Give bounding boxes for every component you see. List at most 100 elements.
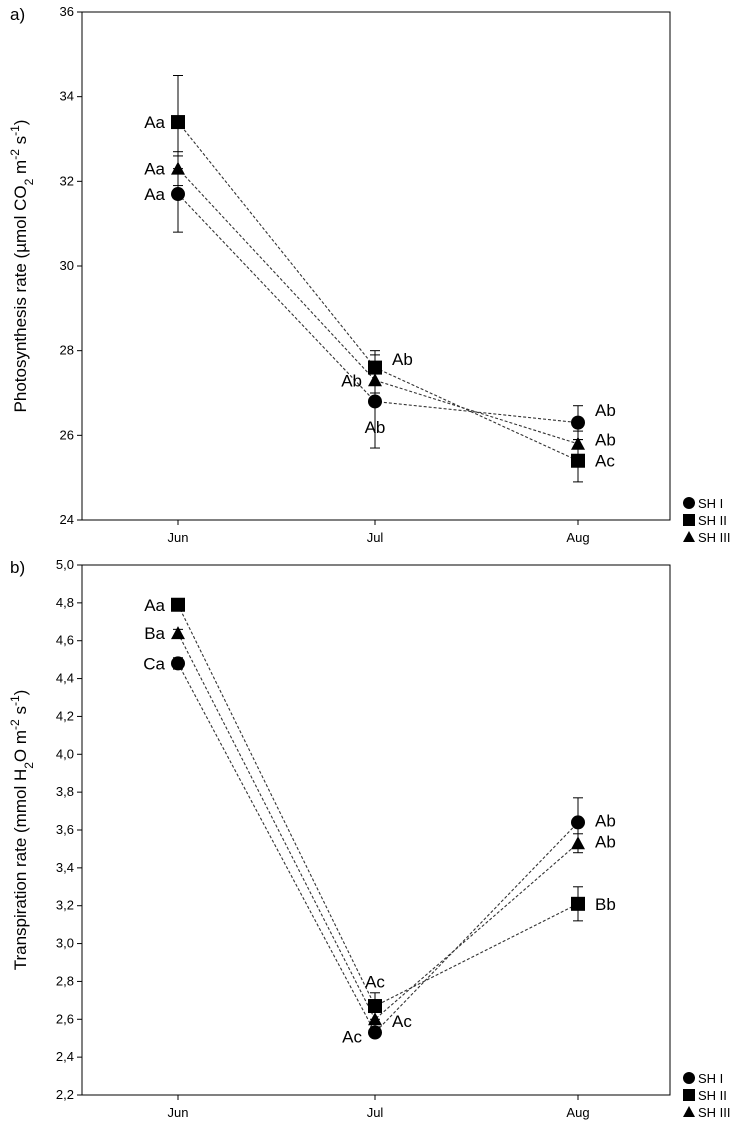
data-annotation: Aa — [144, 185, 165, 204]
y-axis-label-part: O m — [11, 730, 30, 762]
y-tick-label: 3,0 — [56, 936, 74, 951]
y-tick-label: 5,0 — [56, 557, 74, 572]
legend-marker — [683, 514, 695, 526]
data-annotation: Ba — [144, 624, 165, 643]
data-annotation: Ab — [392, 350, 413, 369]
panel-label: b) — [10, 558, 25, 577]
data-point-triangle — [171, 626, 185, 640]
y-tick-label: 4,8 — [56, 595, 74, 610]
y-tick-label: 30 — [60, 258, 74, 273]
y-tick-label: 4,6 — [56, 633, 74, 648]
data-point-triangle — [171, 161, 185, 175]
data-point-square — [368, 360, 382, 375]
data-annotation: Ac — [595, 452, 615, 471]
y-tick-label: 36 — [60, 4, 74, 19]
y-tick-label: 3,4 — [56, 860, 74, 875]
y-tick-label: 24 — [60, 512, 74, 527]
x-tick-label: Jun — [168, 530, 189, 545]
y-axis-label-part: m — [11, 160, 30, 179]
x-tick-label: Aug — [566, 530, 589, 545]
legend-label: SH II — [698, 1088, 727, 1103]
y-axis-label-part: 2 — [22, 762, 36, 769]
legend-marker — [683, 1072, 695, 1084]
y-axis-label-part: -1 — [8, 695, 22, 706]
data-annotation: Ab — [595, 832, 616, 851]
x-tick-label: Aug — [566, 1105, 589, 1120]
data-point-triangle — [571, 836, 585, 850]
legend-marker — [683, 531, 695, 542]
series-line-1 — [177, 193, 579, 424]
y-tick-label: 4,4 — [56, 671, 74, 686]
panel-label: a) — [10, 5, 25, 24]
x-tick-label: Jun — [168, 1105, 189, 1120]
y-tick-label: 2,8 — [56, 973, 74, 988]
data-point-triangle — [571, 436, 585, 450]
data-point-circle — [171, 656, 185, 671]
y-tick-label: 2,2 — [56, 1087, 74, 1102]
plot-frame — [81, 11, 671, 521]
data-annotation: Ac — [342, 1027, 362, 1046]
data-annotation: Bb — [595, 895, 616, 914]
series-line-2 — [177, 121, 579, 462]
data-point-circle — [571, 815, 585, 830]
y-tick-label: 32 — [60, 173, 74, 188]
legend-label: SH III — [698, 530, 731, 545]
legend-label: SH I — [698, 1071, 723, 1086]
y-tick-label: 26 — [60, 427, 74, 442]
data-annotation: Ab — [595, 431, 616, 450]
data-annotation: Ac — [392, 1012, 412, 1031]
data-point-circle — [368, 394, 382, 409]
y-tick-label: 3,8 — [56, 784, 74, 799]
data-annotation: Ab — [341, 371, 362, 390]
y-axis-label-part: s — [11, 136, 30, 149]
y-axis-label-part: Transpiration rate (mmol H — [11, 769, 30, 971]
series-line-2 — [177, 604, 579, 1007]
y-tick-label: 2,6 — [56, 1011, 74, 1026]
x-tick-label: Jul — [367, 1105, 384, 1120]
legend-marker — [683, 1106, 695, 1117]
data-point-triangle — [368, 1012, 382, 1026]
chart-panel-1: a) 24 26 28 30 32 34 36 Jun Jul Aug Photosynthesis … — [8, 4, 731, 545]
data-annotation: Aa — [144, 596, 165, 615]
legend-label: SH III — [698, 1105, 731, 1120]
y-axis-label-part: -1 — [8, 125, 22, 136]
data-annotation: Ab — [595, 401, 616, 420]
y-axis-label: Photosynthesis rate (µmol CO2 m-2 s-1) — [8, 120, 36, 413]
data-point-square — [571, 453, 585, 468]
data-point-square — [171, 597, 185, 612]
y-tick-label: 2,4 — [56, 1049, 74, 1064]
data-annotation: Aa — [144, 113, 165, 132]
legend-label: SH II — [698, 513, 727, 528]
y-axis-label: Transpiration rate (mmol H2O m-2 s-1) — [8, 690, 36, 971]
y-tick-label: 4,2 — [56, 708, 74, 723]
y-axis-label-part: s — [11, 706, 30, 719]
legend-label: SH I — [698, 496, 723, 511]
y-tick-label: 4,0 — [56, 746, 74, 761]
data-point-square — [571, 896, 585, 911]
data-annotation: Ab — [595, 812, 616, 831]
data-point-circle — [571, 415, 585, 430]
x-tick-label: Jul — [367, 530, 384, 545]
y-axis-label-part: ) — [11, 120, 30, 126]
y-axis-label-part: Photosynthesis rate (µmol CO — [11, 185, 30, 412]
chart-panel-2: b) 2,2 2,4 2,6 2,8 3,0 3,2 3,4 3,6 3,8 4,0 4,2 4,4 4,… — [8, 557, 731, 1120]
y-tick-label: 3,6 — [56, 822, 74, 837]
y-tick-label: 34 — [60, 89, 74, 104]
data-annotation: Ab — [365, 418, 386, 437]
data-point-triangle — [368, 373, 382, 387]
data-point-circle — [171, 187, 185, 202]
data-annotation: Ca — [143, 654, 165, 673]
y-axis-label-part: -2 — [8, 719, 22, 730]
data-annotation: Ac — [365, 972, 385, 991]
data-point-square — [171, 115, 185, 130]
data-point-circle — [368, 1025, 382, 1040]
legend-marker — [683, 1089, 695, 1101]
series-line-3 — [177, 168, 579, 445]
series-line-3 — [177, 632, 579, 1021]
y-tick-label: 28 — [60, 343, 74, 358]
data-point-square — [368, 999, 382, 1014]
y-axis-label-part: ) — [11, 690, 30, 696]
y-tick-label: 3,2 — [56, 898, 74, 913]
y-axis-label-part: 2 — [22, 178, 36, 185]
